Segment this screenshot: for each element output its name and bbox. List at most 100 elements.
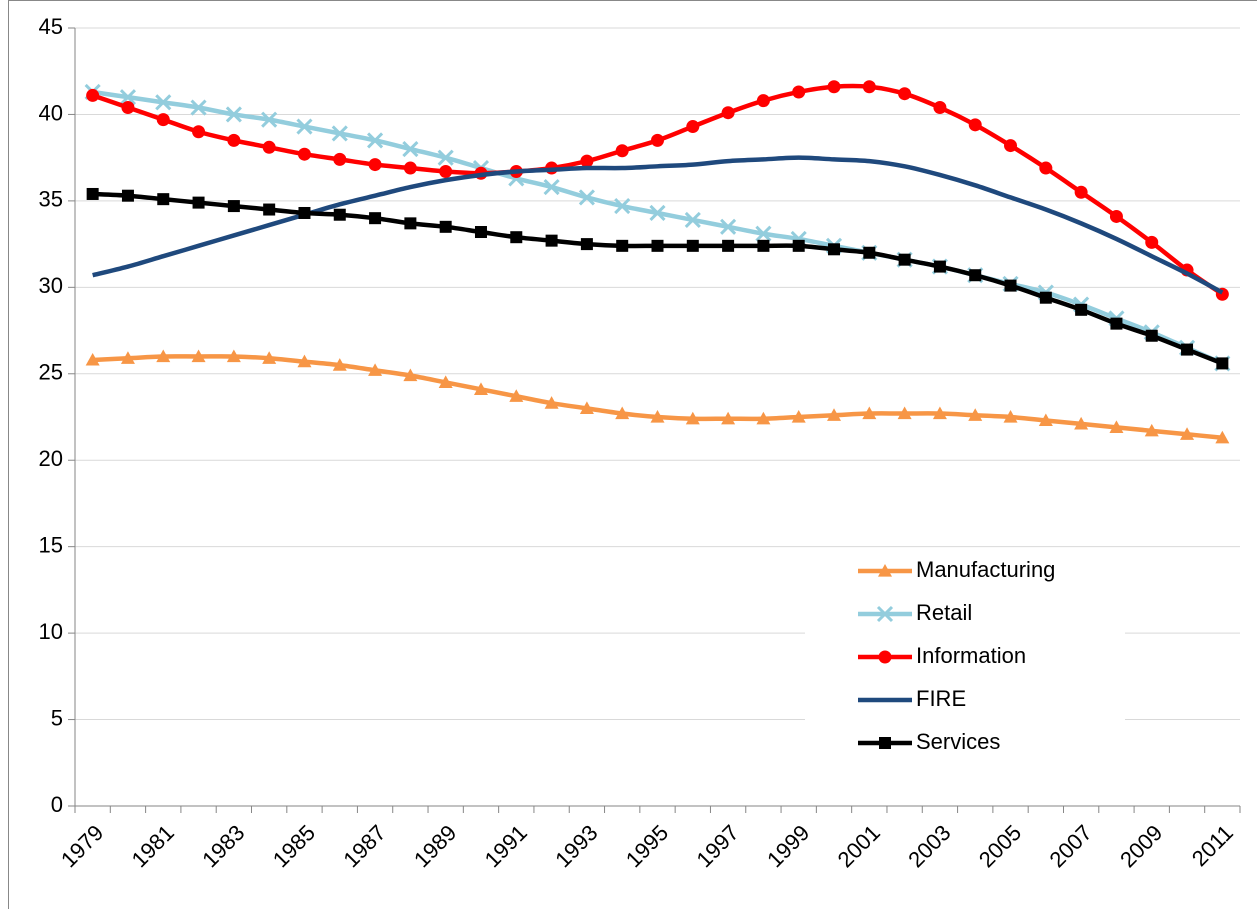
- marker: [438, 375, 453, 389]
- y-tick-label: 20: [39, 446, 63, 471]
- marker: [120, 351, 135, 364]
- y-tick-label: 15: [39, 532, 63, 557]
- y-tick-label: 5: [51, 705, 63, 730]
- marker: [190, 99, 207, 116]
- marker: [331, 125, 348, 142]
- marker: [1039, 161, 1053, 175]
- marker: [878, 650, 892, 664]
- marker: [686, 120, 700, 134]
- marker: [722, 239, 735, 252]
- marker: [226, 349, 241, 363]
- marker: [85, 352, 100, 366]
- legend-label: Services: [916, 729, 1000, 754]
- marker: [686, 239, 699, 252]
- marker: [404, 217, 417, 230]
- marker: [403, 368, 418, 382]
- marker: [933, 260, 946, 273]
- y-tick-label: 35: [39, 187, 63, 212]
- marker: [827, 80, 841, 94]
- marker: [156, 113, 170, 127]
- marker: [1145, 235, 1159, 249]
- marker: [1004, 139, 1018, 153]
- marker: [1074, 185, 1088, 199]
- marker: [1144, 423, 1159, 437]
- legend-label: Manufacturing: [916, 557, 1055, 582]
- y-tick-label: 25: [39, 360, 63, 385]
- marker: [792, 239, 805, 252]
- marker: [968, 118, 982, 132]
- marker: [1145, 329, 1158, 342]
- marker: [509, 389, 524, 402]
- marker: [1074, 416, 1089, 430]
- marker: [474, 226, 487, 239]
- marker: [1215, 430, 1230, 444]
- marker: [263, 203, 276, 216]
- plot: [84, 80, 1231, 444]
- marker: [157, 193, 170, 206]
- marker: [119, 89, 137, 106]
- marker: [192, 196, 205, 209]
- marker: [473, 382, 488, 395]
- marker: [578, 189, 595, 206]
- marker: [333, 152, 347, 166]
- marker: [898, 87, 912, 101]
- marker: [155, 94, 172, 111]
- marker: [721, 106, 735, 120]
- marker: [721, 411, 736, 425]
- marker: [616, 239, 629, 252]
- marker: [1181, 343, 1194, 356]
- marker: [439, 220, 452, 233]
- legend: Manufacturing Retail Information FIRE Servic…: [805, 552, 1125, 764]
- y-tick-label: 30: [39, 273, 63, 298]
- marker: [968, 408, 983, 421]
- marker: [615, 406, 630, 420]
- marker: [651, 239, 664, 252]
- marker: [86, 88, 100, 102]
- marker: [1075, 303, 1088, 316]
- marker: [897, 406, 912, 420]
- marker: [261, 111, 278, 128]
- marker: [439, 164, 453, 178]
- marker: [649, 204, 666, 222]
- marker: [684, 211, 701, 228]
- marker: [1003, 410, 1018, 423]
- marker: [1004, 279, 1017, 292]
- marker: [192, 125, 206, 139]
- marker: [368, 363, 383, 376]
- marker: [756, 411, 771, 425]
- marker: [297, 147, 311, 161]
- marker: [510, 231, 523, 244]
- marker: [862, 80, 876, 94]
- marker: [1038, 413, 1053, 427]
- marker: [227, 133, 241, 147]
- marker: [121, 189, 134, 202]
- marker: [879, 737, 891, 749]
- y-tick-label: 45: [39, 14, 63, 39]
- marker: [296, 118, 313, 135]
- series-line: [92, 155, 1224, 295]
- marker: [579, 401, 594, 414]
- marker: [792, 85, 806, 99]
- marker: [969, 269, 982, 282]
- marker: [615, 144, 629, 158]
- marker: [262, 140, 276, 154]
- legend-label: Information: [916, 643, 1026, 668]
- marker: [86, 187, 99, 200]
- marker: [332, 358, 347, 371]
- marker: [791, 410, 806, 423]
- marker: [543, 178, 560, 196]
- marker: [369, 212, 382, 225]
- marker: [863, 246, 876, 259]
- marker: [898, 253, 911, 266]
- marker: [1216, 357, 1229, 370]
- marker: [755, 225, 772, 242]
- marker: [651, 133, 664, 147]
- marker: [932, 406, 947, 420]
- marker: [876, 605, 894, 623]
- marker: [933, 101, 947, 115]
- marker: [437, 149, 454, 166]
- marker: [650, 410, 665, 423]
- marker: [298, 206, 311, 219]
